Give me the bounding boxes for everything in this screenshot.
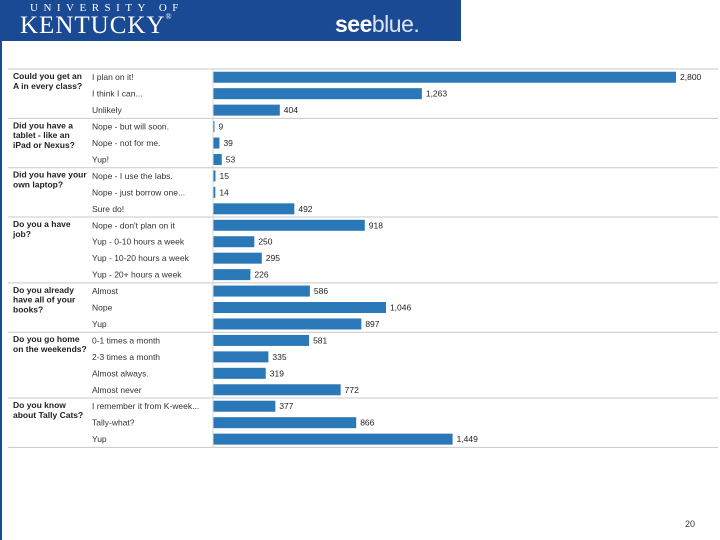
bar (213, 285, 310, 297)
bar (213, 219, 365, 231)
bar (213, 384, 341, 396)
question-label: Did you have a (13, 120, 73, 130)
question-label: Do you go home (13, 334, 80, 344)
bar (213, 71, 676, 83)
question-label: have all of your (13, 295, 76, 305)
value-label: 9 (219, 122, 224, 132)
value-label: 492 (298, 204, 312, 214)
bar (213, 153, 222, 165)
answer-label: Sure do! (92, 204, 124, 214)
bar (213, 334, 310, 346)
answer-label: 2-3 times a month (92, 352, 160, 362)
bar (213, 417, 357, 429)
answer-label: Yup (92, 319, 107, 329)
kentucky-wordmark: KENTUCKY® (20, 12, 173, 40)
university-line: UNIVERSITY OF (30, 2, 184, 14)
value-label: 581 (313, 335, 327, 345)
value-label: 377 (279, 401, 293, 411)
seeblue-logo: seeblue. (335, 11, 420, 38)
bar (213, 269, 251, 281)
value-label: 897 (365, 319, 379, 329)
answer-label: Almost (92, 286, 119, 296)
answer-label: Yup - 10-20 hours a week (92, 253, 190, 263)
answer-label: I think I can... (92, 89, 143, 99)
bar (213, 236, 255, 248)
value-label: 918 (369, 220, 383, 230)
seeblue-see: see (335, 11, 372, 37)
answer-label: I remember it from K-week... (92, 401, 199, 411)
value-label: 772 (345, 385, 359, 395)
answer-label: Yup (92, 434, 107, 444)
question-label: A in every class? (13, 81, 82, 91)
value-label: 1,263 (426, 89, 448, 99)
bar (213, 186, 216, 198)
value-label: 2,800 (680, 72, 702, 82)
answer-label: Nope (92, 303, 113, 313)
answer-label: Almost always. (92, 368, 149, 378)
answer-label: Nope - I use the labs. (92, 171, 173, 181)
question-label: Do you a have (13, 219, 71, 229)
value-label: 53 (226, 154, 236, 164)
answer-label: Almost never (92, 385, 142, 395)
question-label: job? (12, 229, 31, 239)
bar (213, 252, 262, 264)
bar (213, 367, 266, 379)
bar (213, 318, 362, 330)
bar (213, 88, 422, 100)
bar (213, 302, 386, 314)
answer-label: Tally-what? (92, 418, 135, 428)
answer-label: Yup - 20+ hours a week (92, 270, 182, 280)
value-label: 14 (219, 187, 229, 197)
value-label: 39 (223, 138, 233, 148)
question-label: Could you get an (13, 71, 82, 81)
value-label: 866 (360, 418, 374, 428)
question-label: tablet - like an (13, 130, 70, 140)
question-label: Do you know (13, 400, 66, 410)
bar (213, 351, 269, 363)
question-label: about Tally Cats? (13, 410, 83, 420)
value-label: 250 (258, 237, 272, 247)
value-label: 335 (272, 352, 286, 362)
header-banner: UNIVERSITY OF KENTUCKY® seeblue. (0, 0, 461, 41)
value-label: 319 (270, 368, 284, 378)
answer-label: I plan on it! (92, 72, 134, 82)
value-label: 226 (254, 270, 268, 280)
left-rule (0, 41, 2, 540)
value-label: 1,449 (457, 434, 479, 444)
value-label: 404 (284, 105, 298, 115)
answer-label: Yup! (92, 154, 109, 164)
answer-label: Nope - but will soon. (92, 122, 169, 132)
question-label: books? (13, 304, 43, 314)
answer-label: Nope - don't plan on it (92, 220, 176, 230)
question-label: on the weekends? (13, 344, 87, 354)
bar (213, 203, 295, 215)
bar (213, 170, 216, 182)
question-label: Do you already (13, 285, 74, 295)
value-label: 15 (219, 171, 229, 181)
page-number: 20 (685, 519, 696, 529)
value-label: 586 (314, 286, 328, 296)
answer-label: Yup - 0-10 hours a week (92, 237, 185, 247)
answer-label: Nope - just borrow one... (92, 187, 185, 197)
question-label: own laptop? (13, 180, 63, 190)
kentucky-text: KENTUCKY (20, 12, 166, 39)
answer-label: Nope - not for me. (92, 138, 161, 148)
bar (213, 121, 215, 133)
value-label: 1,046 (390, 303, 412, 313)
value-label: 295 (266, 253, 280, 263)
seeblue-blue: blue. (371, 11, 420, 37)
registered-mark: ® (165, 12, 173, 21)
question-label: iPad or Nexus? (13, 140, 75, 150)
bar (213, 433, 453, 445)
answer-label: 0-1 times a month (92, 335, 160, 345)
answer-label: Unlikely (92, 105, 123, 115)
bar (213, 400, 276, 412)
question-label: Did you have your (13, 170, 87, 180)
bar (213, 137, 220, 149)
bar (213, 104, 280, 116)
